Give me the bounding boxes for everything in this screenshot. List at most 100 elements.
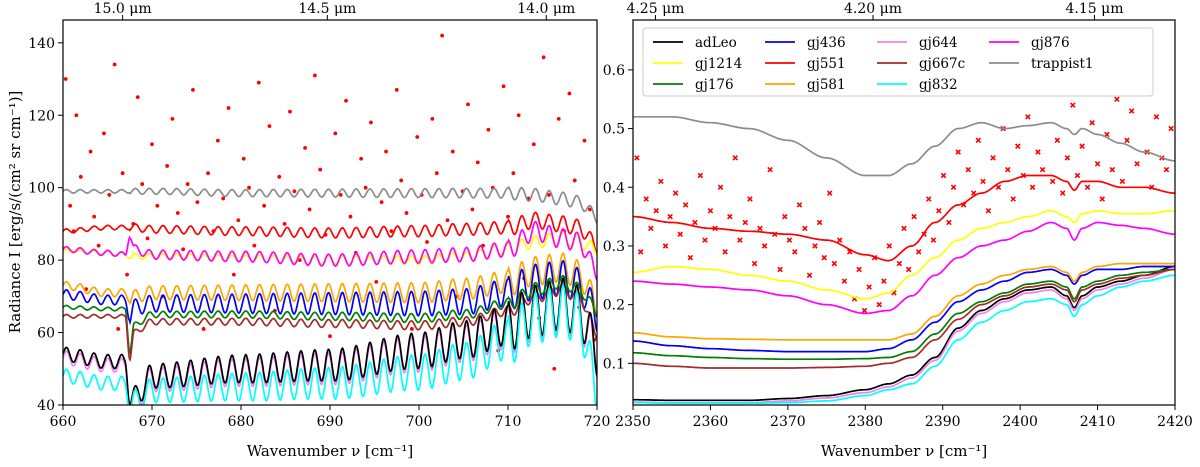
observation-point [404, 211, 409, 215]
observation-point [881, 278, 887, 284]
plot-area [63, 33, 597, 405]
observation-point [1128, 108, 1135, 114]
x-tick-label: 700 [406, 414, 433, 430]
x-tick-label: 710 [495, 414, 522, 430]
observation-point [389, 229, 394, 234]
observation-point [1059, 190, 1066, 196]
series-line-gj667c [633, 268, 1175, 369]
observation-point [975, 137, 982, 144]
observation-point [303, 145, 307, 150]
observation-point [1025, 114, 1031, 120]
observation-point [687, 254, 694, 261]
observation-point [277, 174, 282, 179]
observation-point [995, 184, 1002, 191]
observation-point [506, 214, 510, 219]
observation-point [786, 237, 793, 243]
observation-point [399, 178, 404, 183]
observation-point [781, 213, 788, 220]
top-tick-label: 14.0 μm [517, 1, 575, 17]
legend-box [642, 27, 1154, 97]
observation-point [682, 202, 689, 208]
observation-point [1004, 166, 1011, 173]
observation-point [1064, 155, 1071, 161]
observation-point [338, 193, 343, 197]
observation-point [374, 279, 379, 284]
legend-label: trappist1 [1031, 56, 1093, 72]
observation-point [886, 243, 893, 249]
observation-point [901, 225, 907, 232]
observation-point [221, 196, 226, 201]
x-tick-label: 2400 [1002, 414, 1038, 430]
series-line-gj581 [633, 262, 1175, 341]
x-axis-label-right: Wavenumber ν [cm⁻¹] [821, 442, 988, 460]
observation-point [445, 218, 450, 223]
x-axis-label-left: Wavenumber ν [cm⁻¹] [247, 442, 414, 460]
observation-point [717, 184, 724, 191]
observation-point [170, 116, 175, 121]
left-panel: 660 670 680 690 700 710 720 40 60 80 100 120 140 15.0… [28, 1, 610, 430]
observation-point [980, 178, 986, 185]
x-tick-label: 660 [50, 414, 77, 430]
observation-point [692, 219, 698, 226]
observation-point [777, 266, 783, 273]
observation-point [201, 327, 206, 331]
observation-point [282, 222, 287, 226]
observation-point [231, 272, 236, 277]
observation-point [1046, 15, 1050, 19]
observation-point [747, 196, 753, 202]
y-tick-label: 60 [37, 326, 55, 342]
observation-point [466, 102, 470, 107]
observation-point [905, 266, 912, 273]
observation-point [511, 171, 516, 176]
observation-point [1015, 143, 1021, 149]
observation-point [63, 77, 68, 81]
legend-label: gj436 [807, 35, 846, 51]
observation-point [677, 231, 683, 237]
observation-point [206, 171, 210, 176]
observation-point [384, 149, 388, 154]
observation-point [150, 142, 154, 147]
observation-point [297, 258, 302, 263]
legend-label: gj832 [919, 77, 958, 93]
y-axis-label: Radiance I [erg/s/(cm² sr cm⁻¹)] [6, 91, 24, 334]
observation-point [430, 116, 435, 121]
y-tick-label: 0.6 [603, 63, 625, 79]
series-line-gj1214 [633, 209, 1175, 300]
x-tick-label: 690 [317, 414, 344, 430]
observation-point [1029, 184, 1036, 191]
series-line-trappist1 [63, 185, 597, 224]
observation-point [135, 95, 140, 100]
observation-point [165, 164, 170, 168]
series-line-trappist1 [633, 115, 1175, 177]
observation-point [946, 219, 952, 226]
observation-point [732, 155, 738, 161]
observation-point [707, 207, 714, 214]
observation-point [88, 149, 93, 154]
observation-point [102, 131, 106, 136]
observation-point [841, 278, 848, 284]
observation-point [802, 225, 808, 232]
observation-point [667, 213, 673, 220]
observation-point [1074, 172, 1081, 179]
observation-point [757, 225, 763, 232]
observation-point [648, 225, 654, 232]
legend-label: gj581 [807, 77, 846, 93]
observation-point [1168, 125, 1174, 132]
observation-point [556, 116, 561, 121]
observation-point [1035, 149, 1041, 155]
observation-point [262, 203, 267, 208]
observation-point [344, 98, 348, 103]
observation-point [643, 196, 649, 202]
observation-point [78, 174, 83, 179]
observation-point [74, 113, 79, 118]
observation-point [1049, 178, 1056, 185]
observation-point [702, 237, 708, 243]
observation-point [425, 240, 429, 244]
observation-point [107, 193, 112, 197]
y-tick-label: 80 [37, 253, 55, 269]
observation-point [742, 219, 749, 226]
observation-point [567, 91, 572, 96]
observation-point [267, 124, 272, 129]
observation-point [955, 149, 961, 155]
observation-point [288, 109, 292, 114]
